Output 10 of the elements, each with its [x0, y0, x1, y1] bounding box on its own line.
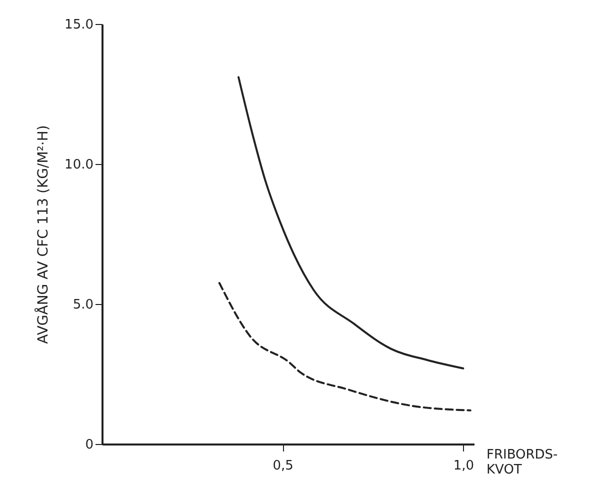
line-series — [218, 282, 472, 412]
y-axis-title: AVGÅNG AV CFC 113 (KG/M²·H) — [34, 125, 52, 344]
y-tick-label: 5.0 — [72, 298, 94, 312]
x-axis-title: FRIBORDS- KVOT — [486, 448, 558, 478]
y-tick-label: 0 — [85, 438, 94, 452]
x-tick-label: 0,5 — [272, 458, 294, 474]
y-tick-label: 10.0 — [64, 158, 94, 172]
x-tick-label: 1,0 — [453, 458, 474, 474]
line-series — [238, 76, 464, 370]
y-tick-label: 15.0 — [64, 18, 94, 32]
